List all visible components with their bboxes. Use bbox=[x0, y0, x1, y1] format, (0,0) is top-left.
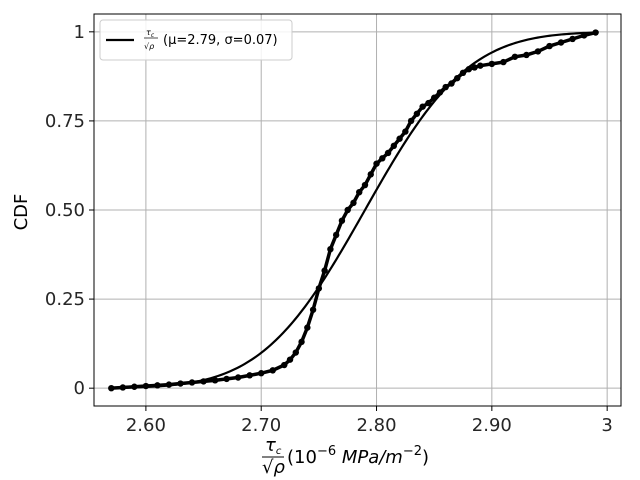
y-tick-label: 0.75 bbox=[45, 111, 85, 132]
x-axis-label: τc √ρ (10−6 MPa/m−2) bbox=[262, 435, 429, 478]
x-tick-label: 2.80 bbox=[356, 415, 396, 436]
empirical-point bbox=[477, 62, 484, 69]
empirical-point bbox=[425, 99, 432, 107]
empirical-point bbox=[511, 53, 519, 60]
empirical-point bbox=[332, 231, 340, 239]
y-tick-label: 0 bbox=[74, 378, 85, 399]
empirical-point bbox=[304, 324, 311, 331]
empirical-point bbox=[419, 103, 426, 110]
empirical-point bbox=[500, 58, 507, 66]
empirical-point bbox=[269, 367, 276, 374]
empirical-point bbox=[592, 29, 599, 36]
empirical-point bbox=[534, 48, 542, 55]
svg-text:√ρ: √ρ bbox=[144, 42, 154, 51]
svg-text:(10−6 MPa/m−2): (10−6 MPa/m−2) bbox=[287, 444, 429, 468]
empirical-point bbox=[211, 377, 219, 384]
x-tick-label: 2.60 bbox=[126, 415, 166, 436]
empirical-point bbox=[281, 361, 288, 369]
empirical-point bbox=[471, 64, 478, 71]
legend-entry-fit: (μ=2.79, σ=0.07) bbox=[163, 33, 278, 48]
empirical-point bbox=[557, 39, 565, 46]
empirical-point bbox=[396, 135, 403, 142]
empirical-point bbox=[327, 246, 334, 253]
empirical-point bbox=[350, 199, 357, 207]
empirical-point bbox=[309, 306, 317, 313]
x-axis-ticks: 2.60 2.70 2.80 2.90 3 bbox=[126, 406, 613, 436]
empirical-point bbox=[402, 128, 409, 135]
x-tick-label: 2.90 bbox=[472, 415, 512, 436]
empirical-point bbox=[298, 338, 305, 346]
svg-text:√ρ: √ρ bbox=[262, 457, 285, 478]
empirical-point bbox=[569, 35, 576, 43]
empirical-point bbox=[258, 370, 265, 377]
empirical-point bbox=[246, 372, 253, 379]
y-tick-label: 0.50 bbox=[45, 200, 85, 221]
empirical-point bbox=[292, 349, 300, 356]
y-tick-label: 1 bbox=[74, 22, 85, 43]
empirical-point bbox=[413, 110, 421, 117]
empirical-point bbox=[523, 51, 530, 59]
legend-fraction-symbol: τc √ρ bbox=[144, 28, 158, 51]
empirical-point bbox=[407, 117, 415, 125]
svg-text:τc: τc bbox=[265, 435, 282, 457]
empirical-point bbox=[546, 42, 553, 50]
empirical-point bbox=[384, 149, 392, 157]
x-tick-label: 3 bbox=[601, 415, 612, 436]
empirical-point bbox=[108, 384, 115, 392]
empirical-point bbox=[379, 155, 386, 162]
empirical-point bbox=[361, 181, 369, 189]
empirical-point bbox=[321, 267, 328, 274]
empirical-point bbox=[286, 356, 294, 363]
svg-text:τc: τc bbox=[146, 28, 155, 39]
empirical-point bbox=[390, 142, 398, 150]
empirical-point bbox=[356, 188, 363, 196]
empirical-point bbox=[367, 171, 374, 178]
normal-fit-line bbox=[111, 31, 596, 389]
y-axis-label: CDF bbox=[11, 194, 32, 231]
x-tick-label: 2.70 bbox=[241, 415, 281, 436]
legend: τc √ρ (μ=2.79, σ=0.07) bbox=[99, 19, 293, 61]
y-tick-label: 0.25 bbox=[45, 289, 85, 310]
empirical-point bbox=[488, 60, 496, 68]
empirical-point bbox=[234, 374, 242, 381]
grid-lines bbox=[94, 14, 621, 406]
empirical-point bbox=[223, 375, 230, 383]
empirical-point bbox=[373, 160, 380, 167]
empirical-point bbox=[344, 206, 351, 214]
empirical-point bbox=[338, 217, 346, 224]
legend-box bbox=[99, 19, 293, 61]
y-axis-ticks: 0 0.25 0.50 0.75 1 bbox=[45, 22, 94, 399]
